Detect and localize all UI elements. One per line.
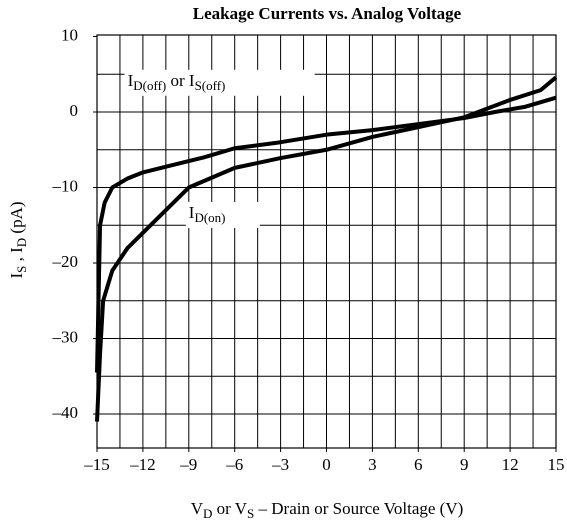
- series-line: [95, 95, 557, 373]
- y-tick-label: –20: [52, 252, 79, 271]
- text-part: I: [7, 273, 26, 279]
- subscript: D(on): [194, 210, 225, 225]
- label-bg: [185, 201, 260, 228]
- chart-title: Leakage Currents vs. Analog Voltage: [193, 4, 462, 23]
- series-label: ID(off) or IS(off): [128, 71, 226, 93]
- y-tick-label: 10: [61, 25, 78, 44]
- subscript: S: [14, 266, 29, 273]
- text-part: or I: [166, 71, 195, 90]
- x-tick-label: 6: [414, 455, 423, 474]
- y-tick-label: –30: [52, 327, 79, 346]
- x-tick-label: 15: [548, 455, 565, 474]
- x-tick-label: –9: [179, 455, 197, 474]
- subscript: D(off): [133, 78, 166, 93]
- text-part: V: [191, 499, 204, 518]
- text-part: (pA): [7, 201, 26, 237]
- x-tick-label: –3: [271, 455, 289, 474]
- subscript: S(off): [195, 78, 226, 93]
- y-tick-label: –10: [52, 176, 79, 195]
- x-tick-label: 0: [322, 455, 331, 474]
- x-axis-label: VD or VS – Drain or Source Voltage (V): [191, 499, 464, 521]
- series-label: ID(on): [189, 203, 226, 225]
- subscript: D: [203, 506, 212, 521]
- x-tick-label: –15: [83, 455, 110, 474]
- x-tick-label: 3: [368, 455, 377, 474]
- x-tick-label: –6: [225, 455, 243, 474]
- x-tick-label: –12: [129, 455, 156, 474]
- label-bg: [124, 69, 315, 96]
- text-part: I: [189, 203, 195, 222]
- series-line: [95, 75, 558, 422]
- y-tick-label: –40: [52, 403, 79, 422]
- text-part: or V: [212, 499, 247, 518]
- x-tick-label: 9: [460, 455, 469, 474]
- y-tick-label: 0: [70, 101, 79, 120]
- y-axis-label: IS , ID (pA): [7, 201, 29, 278]
- text-part: I: [128, 71, 134, 90]
- x-tick-label: 12: [502, 455, 519, 474]
- text-part: – Drain or Source Voltage (V): [254, 499, 463, 518]
- subscript: D: [14, 238, 29, 247]
- text-part: , I: [7, 247, 26, 266]
- subscript: S: [247, 506, 254, 521]
